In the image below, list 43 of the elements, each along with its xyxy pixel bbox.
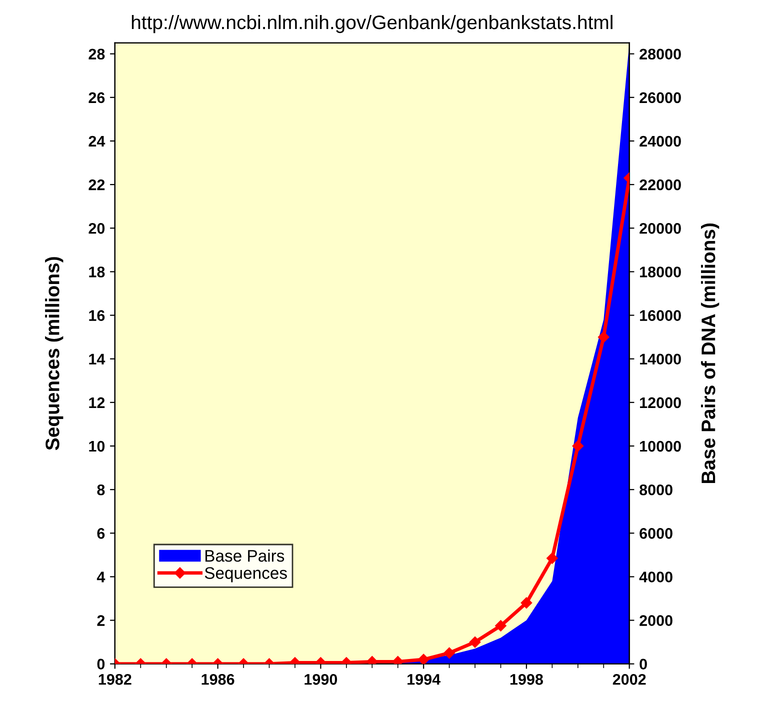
x-tick-label: 2002 <box>612 674 646 685</box>
x-tick-label: 1998 <box>510 674 543 685</box>
y2-tick-label: 2000 <box>640 615 672 626</box>
y-axis-title: Sequences (millions) <box>45 257 64 450</box>
y-tick-label: 14 <box>89 354 106 364</box>
y-tick-label: 24 <box>88 136 106 147</box>
y2-tick-label: 16000 <box>640 310 681 321</box>
y-tick-label: 26 <box>88 92 105 104</box>
y-tick-label: 8 <box>97 484 105 496</box>
y2-tick-label: 26000 <box>640 92 681 104</box>
y-tick-label: 28 <box>88 48 105 60</box>
y-tick-label: 22 <box>88 179 105 190</box>
x-tick-label: 1990 <box>304 674 338 685</box>
y-tick-label: 2 <box>97 615 105 626</box>
x-tick-label: 1982 <box>98 674 132 685</box>
y2-tick-label: 28000 <box>640 48 681 60</box>
y2-tick-label: 0 <box>640 658 647 670</box>
y2-axis-title: Base Pairs of DNA (millions) <box>700 223 720 484</box>
y2-tick-label: 24000 <box>640 136 681 147</box>
y2-tick-label: 10000 <box>640 440 681 452</box>
y-tick-label: 16 <box>89 310 105 321</box>
legend-label: Sequences <box>204 567 287 582</box>
y2-tick-label: 14000 <box>640 354 681 365</box>
x-tick-label: 1994 <box>408 674 440 685</box>
y2-tick-label: 18000 <box>640 266 681 278</box>
chart-title: http://www.ncbi.nlm.nih.gov/Genbank/genbankstats.html <box>132 14 612 34</box>
y2-tick-label: 12000 <box>640 397 681 408</box>
y-tick-label: 0 <box>97 658 105 670</box>
y2-tick-label: 20000 <box>640 223 681 234</box>
legend-label: Base Pairs <box>205 549 284 562</box>
y2-tick-label: 8000 <box>640 484 672 496</box>
x-tick-label: 1986 <box>202 674 234 685</box>
y-tick-label: 12 <box>89 397 105 408</box>
y2-tick-label: 22000 <box>640 179 681 190</box>
y2-tick-label: 4000 <box>639 572 672 582</box>
y-tick-label: 6 <box>97 528 105 539</box>
y-tick-label: 10 <box>89 440 105 452</box>
point <box>572 440 584 452</box>
y-tick-label: 20 <box>88 223 105 234</box>
point <box>598 331 610 343</box>
y2-tick-label: 6000 <box>640 528 672 539</box>
y-tick-label: 18 <box>89 266 105 278</box>
y-tick-label: 4 <box>96 572 106 582</box>
